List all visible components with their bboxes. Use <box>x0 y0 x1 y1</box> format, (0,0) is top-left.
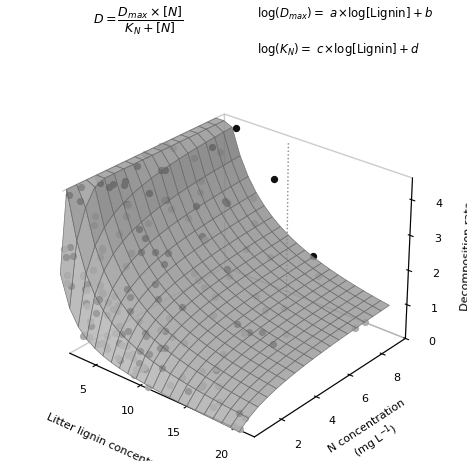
Text: $\mathrm{log}(D_{max}){=}\ a\!\times\!\mathrm{log[Lignin]}+b$: $\mathrm{log}(D_{max}){=}\ a\!\times\!\m… <box>257 5 433 22</box>
Text: $D = \dfrac{D_{max}\times[N]}{K_N + [N]}$: $D = \dfrac{D_{max}\times[N]}{K_N + [N]}… <box>93 5 184 37</box>
Text: $\mathrm{log}(K_N){=}\ c\!\times\!\mathrm{log[Lignin]}+d$: $\mathrm{log}(K_N){=}\ c\!\times\!\mathr… <box>257 41 420 59</box>
Y-axis label: N concentration
(mg L$^{-1}$): N concentration (mg L$^{-1}$) <box>326 398 418 461</box>
X-axis label: Litter lignin concentration (%): Litter lignin concentration (%) <box>45 412 201 461</box>
